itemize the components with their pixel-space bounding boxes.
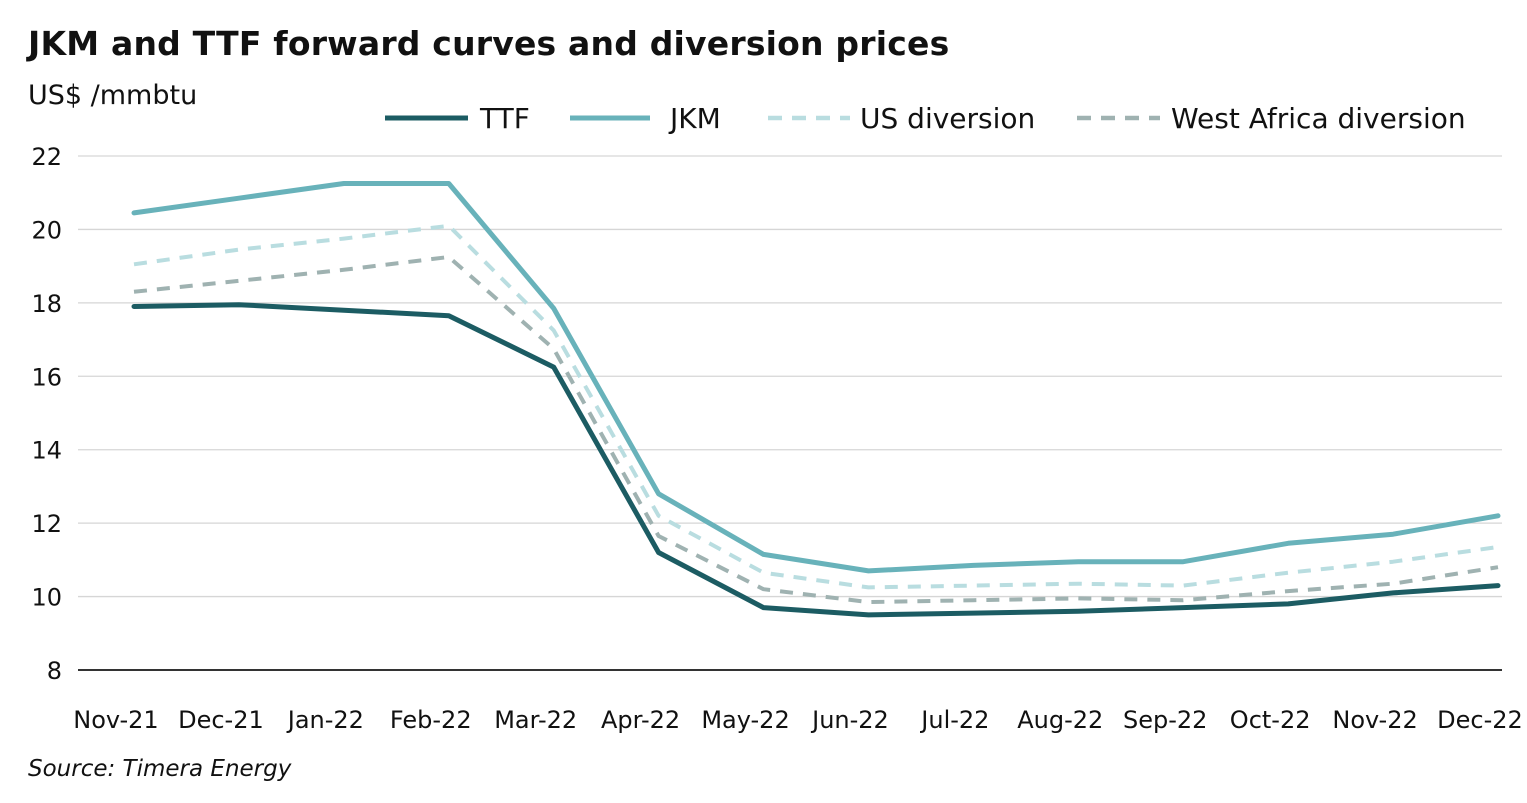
x-tick-label: Jul-22 bbox=[919, 706, 989, 734]
series-line-ttf bbox=[131, 302, 1501, 618]
grid-lines bbox=[78, 155, 1502, 671]
x-tick-labels: Nov-21 Dec-21 Jan-22 Feb-22 Mar-22 Apr-22 May-… bbox=[73, 706, 1523, 734]
x-tick-label: Apr-22 bbox=[601, 706, 680, 734]
x-tick-label: Aug-22 bbox=[1017, 706, 1103, 734]
series-lines bbox=[131, 181, 1501, 618]
y-tick-label: 10 bbox=[31, 584, 62, 612]
y-tick-label: 18 bbox=[31, 290, 62, 318]
series-line-west-africa-diversion bbox=[133, 255, 1499, 605]
x-tick-label: Mar-22 bbox=[494, 706, 577, 734]
x-tick-label: Oct-22 bbox=[1230, 706, 1311, 734]
legend-label-us-diversion: US diversion bbox=[860, 102, 1035, 135]
legend-label-jkm: JKM bbox=[668, 102, 721, 135]
x-tick-label: Feb-22 bbox=[390, 706, 472, 734]
series-line-jkm bbox=[131, 181, 1501, 574]
x-tick-label: Nov-21 bbox=[73, 706, 158, 734]
y-tick-label: 14 bbox=[31, 437, 62, 465]
y-axis-unit-label: US$ /mmbtu bbox=[28, 80, 198, 111]
x-tick-label: Jan-22 bbox=[286, 706, 364, 734]
series-line-us-diversion bbox=[133, 223, 1499, 590]
legend: TTF JKM US diversion West Africa diversion bbox=[385, 102, 1466, 135]
y-tick-label: 22 bbox=[31, 143, 62, 171]
x-tick-label: May-22 bbox=[701, 706, 789, 734]
x-tick-label: Jun-22 bbox=[810, 706, 889, 734]
x-tick-label: Sep-22 bbox=[1123, 706, 1207, 734]
x-tick-label: Nov-22 bbox=[1332, 706, 1417, 734]
source-note: Source: Timera Energy bbox=[28, 756, 292, 782]
y-tick-labels: 8 10 12 14 16 18 20 22 bbox=[31, 143, 62, 685]
y-tick-label: 20 bbox=[31, 216, 62, 244]
x-tick-label: Dec-22 bbox=[1437, 706, 1523, 734]
y-tick-label: 8 bbox=[47, 657, 62, 685]
legend-label-ttf: TTF bbox=[479, 102, 530, 135]
chart-title: JKM and TTF forward curves and diversion… bbox=[28, 24, 950, 63]
y-tick-label: 16 bbox=[31, 363, 62, 391]
y-tick-label: 12 bbox=[31, 510, 62, 538]
legend-label-west-africa-diversion: West Africa diversion bbox=[1171, 102, 1466, 135]
x-tick-label: Dec-21 bbox=[178, 706, 264, 734]
